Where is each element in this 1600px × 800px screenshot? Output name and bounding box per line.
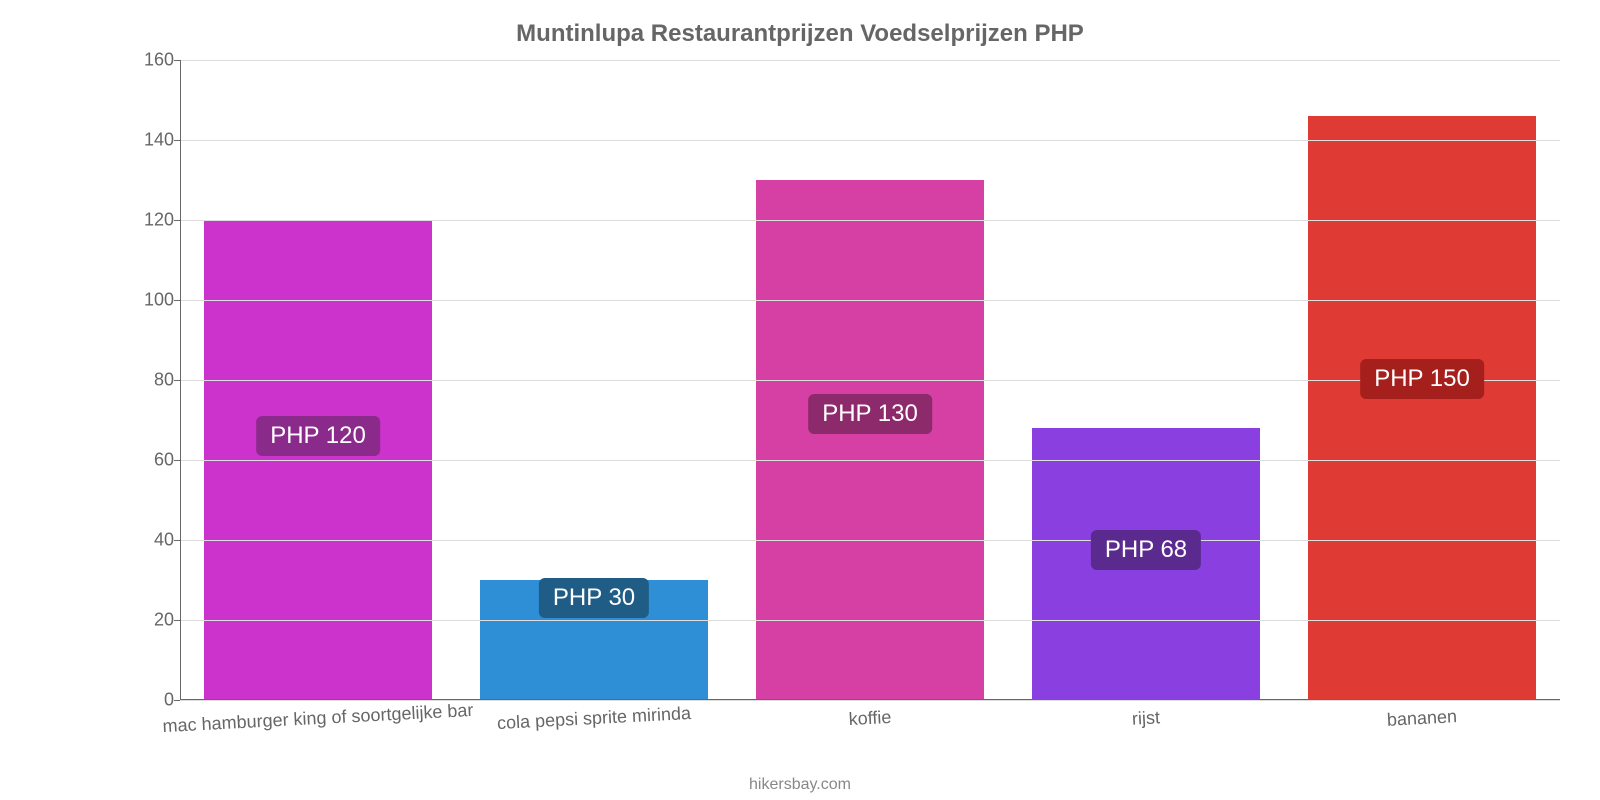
y-tick-label: 100 [144, 290, 174, 311]
y-tick-label: 60 [154, 450, 174, 471]
grid-line [180, 460, 1560, 461]
bar [756, 180, 984, 700]
y-tick-label: 120 [144, 210, 174, 231]
grid-line [180, 540, 1560, 541]
y-axis: 020406080100120140160 [130, 60, 180, 700]
y-tick-label: 160 [144, 50, 174, 71]
price-badge: PHP 120 [256, 416, 380, 456]
y-tick-label: 20 [154, 610, 174, 631]
y-tick-label: 80 [154, 370, 174, 391]
x-axis-label: rijst [1131, 707, 1160, 729]
plot-area: PHP 120 PHP 30 PHP 130 PHP 68 PHP 150 [180, 60, 1560, 700]
x-axis-labels: mac hamburger king of soortgelijke barco… [180, 704, 1560, 744]
x-axis-label: koffie [848, 707, 892, 730]
grid-line [180, 220, 1560, 221]
source-attribution: hikersbay.com [0, 776, 1600, 794]
grid-line [180, 140, 1560, 141]
y-tick-mark [174, 700, 180, 701]
x-axis-label: cola pepsi sprite mirinda [497, 703, 692, 734]
chart-title: Muntinlupa Restaurantprijzen Voedselprij… [0, 20, 1600, 48]
x-axis-line [180, 699, 1560, 700]
y-tick-label: 0 [164, 690, 174, 711]
grid-line [180, 380, 1560, 381]
grid-line [180, 700, 1560, 701]
grid-line [180, 620, 1560, 621]
price-badge: PHP 68 [1091, 530, 1201, 570]
grid-line [180, 300, 1560, 301]
grid-line [180, 60, 1560, 61]
price-chart: Muntinlupa Restaurantprijzen Voedselprij… [0, 0, 1600, 800]
y-tick-label: 40 [154, 530, 174, 551]
price-badge: PHP 130 [808, 394, 932, 434]
y-tick-label: 140 [144, 130, 174, 151]
price-badge: PHP 150 [1360, 359, 1484, 399]
x-axis-label: mac hamburger king of soortgelijke bar [162, 700, 474, 737]
y-axis-line [180, 60, 181, 700]
price-badge: PHP 30 [539, 578, 649, 618]
bar [1308, 116, 1536, 700]
x-axis-label: bananen [1386, 706, 1457, 731]
